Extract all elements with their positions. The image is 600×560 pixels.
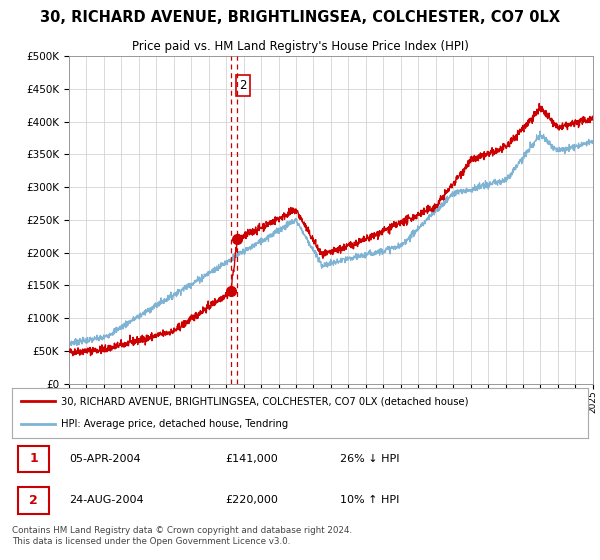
Text: 2: 2 (29, 494, 38, 507)
Text: £141,000: £141,000 (225, 454, 278, 464)
Text: £220,000: £220,000 (225, 496, 278, 505)
Text: 26% ↓ HPI: 26% ↓ HPI (340, 454, 400, 464)
FancyBboxPatch shape (18, 446, 49, 472)
Text: 30, RICHARD AVENUE, BRIGHTLINGSEA, COLCHESTER, CO7 0LX: 30, RICHARD AVENUE, BRIGHTLINGSEA, COLCH… (40, 10, 560, 25)
Text: 24-AUG-2004: 24-AUG-2004 (70, 496, 144, 505)
Text: 30, RICHARD AVENUE, BRIGHTLINGSEA, COLCHESTER, CO7 0LX (detached house): 30, RICHARD AVENUE, BRIGHTLINGSEA, COLCH… (61, 396, 469, 406)
Text: 10% ↑ HPI: 10% ↑ HPI (340, 496, 400, 505)
Text: 05-APR-2004: 05-APR-2004 (70, 454, 141, 464)
Text: 2: 2 (239, 79, 247, 92)
FancyBboxPatch shape (18, 487, 49, 514)
Text: HPI: Average price, detached house, Tendring: HPI: Average price, detached house, Tend… (61, 419, 288, 430)
Text: Contains HM Land Registry data © Crown copyright and database right 2024.
This d: Contains HM Land Registry data © Crown c… (12, 526, 352, 546)
Text: 1: 1 (29, 452, 38, 465)
Text: Price paid vs. HM Land Registry's House Price Index (HPI): Price paid vs. HM Land Registry's House … (131, 40, 469, 53)
